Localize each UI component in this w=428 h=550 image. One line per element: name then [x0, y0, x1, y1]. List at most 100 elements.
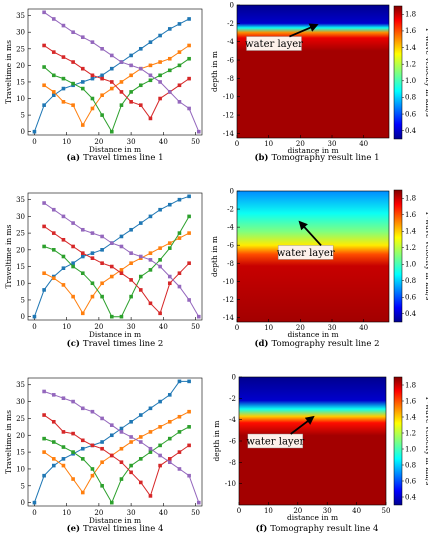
data-point [177, 231, 182, 235]
data-point [42, 65, 46, 69]
x-tick-label: 10 [264, 140, 273, 148]
data-point [109, 433, 114, 438]
data-point [196, 314, 201, 319]
data-point [148, 258, 153, 262]
x-tick-label: 30 [323, 507, 332, 515]
data-point [119, 80, 124, 84]
colorbar-label: P-wave velocity in km/s [424, 397, 428, 486]
data-point [51, 50, 56, 54]
data-point [119, 103, 124, 107]
data-point [148, 494, 153, 498]
plot-frame [236, 4, 390, 139]
colorbar-tick-label: 0.4 [405, 127, 417, 135]
water-layer-label: water layer [277, 248, 335, 259]
data-point [119, 460, 124, 465]
panel-caption-4: (e) Travel times line 4 [67, 523, 164, 534]
panel-caption-3: (d) Tomography result line 2 [254, 338, 379, 349]
colorbar-tick-label: 0.8 [405, 461, 416, 469]
data-point [196, 500, 201, 505]
data-point [148, 116, 153, 121]
colorbar-label: P-wave velocity in km/s [424, 28, 428, 117]
data-point [109, 86, 114, 91]
x-tick-label: 20 [296, 140, 305, 148]
x-tick-label: 20 [94, 323, 103, 331]
caption-letter: (e) [67, 523, 80, 534]
water-layer-arrow [289, 23, 319, 38]
y-tick-label: 20 [16, 432, 25, 440]
data-point [100, 248, 104, 252]
data-point [138, 254, 143, 259]
x-tick-label: 40 [159, 323, 168, 331]
data-point [80, 35, 85, 39]
data-point [177, 414, 182, 419]
data-point [158, 453, 162, 458]
data-point [187, 473, 191, 478]
data-point [187, 214, 191, 219]
series-line-2 [43, 426, 190, 504]
data-point [71, 261, 75, 265]
x-tick-label: 0 [235, 140, 239, 148]
data-point [80, 86, 85, 91]
data-point [42, 413, 46, 417]
data-point [129, 73, 133, 78]
y-tick-label: -12 [223, 112, 234, 120]
y-axis-label: depth in m [212, 421, 221, 462]
data-point [109, 241, 114, 245]
data-point [177, 22, 182, 26]
data-point [100, 416, 104, 421]
data-point [100, 73, 104, 78]
data-point [80, 438, 85, 443]
data-point [61, 254, 66, 259]
data-point [187, 409, 191, 414]
data-point [80, 254, 85, 259]
data-point [167, 202, 172, 207]
data-point [32, 129, 37, 134]
y-tick-label: -8 [227, 260, 234, 268]
x-tick-label: 0 [32, 138, 36, 146]
data-point [129, 440, 133, 444]
data-point [148, 430, 153, 434]
data-point [129, 463, 133, 468]
x-tick-label: 40 [359, 140, 368, 148]
data-point [177, 50, 182, 54]
data-point [61, 23, 66, 28]
data-point [167, 241, 172, 245]
data-point [129, 435, 133, 439]
y-tick-label: -14 [223, 314, 235, 322]
panel-caption-5: (f) Tomography result line 4 [256, 523, 379, 534]
data-point [42, 224, 46, 229]
colorbar-5: 0.4 0.6 0.8 1.0 1.2 1.4 1.6 1.8 P-wave velocity … [393, 376, 428, 506]
y-tick-label: -10 [223, 93, 234, 101]
x-tick-label: 10 [62, 138, 71, 146]
data-point [138, 46, 143, 51]
y-axis-label: depth in m [210, 51, 219, 92]
colorbar-tick-label: 1.2 [405, 60, 416, 68]
data-point [71, 221, 75, 225]
data-point [187, 76, 191, 81]
y-tick-label: 10 [16, 95, 25, 103]
panel-caption-1: (b) Tomography result line 1 [254, 152, 379, 163]
data-point [177, 63, 182, 68]
data-point [100, 93, 104, 98]
data-point [129, 53, 133, 58]
data-point [51, 73, 56, 78]
y-tick-label: -4 [229, 416, 236, 424]
data-point [90, 251, 95, 255]
series-line-1 [43, 45, 190, 127]
data-point [148, 406, 153, 411]
data-point [51, 17, 56, 21]
data-point [90, 76, 95, 81]
colorbar-tick-label: 1.0 [405, 445, 416, 453]
data-point [90, 409, 95, 414]
y-tick-label: 25 [16, 230, 25, 238]
colorbar-tick-label: 1.6 [405, 397, 417, 405]
data-point [158, 425, 162, 429]
data-point [187, 17, 191, 21]
data-point [129, 294, 133, 299]
data-point [80, 227, 85, 232]
data-point [119, 477, 124, 481]
data-point [51, 457, 56, 461]
data-point [61, 396, 66, 401]
y-tick-label: 20 [16, 246, 25, 254]
